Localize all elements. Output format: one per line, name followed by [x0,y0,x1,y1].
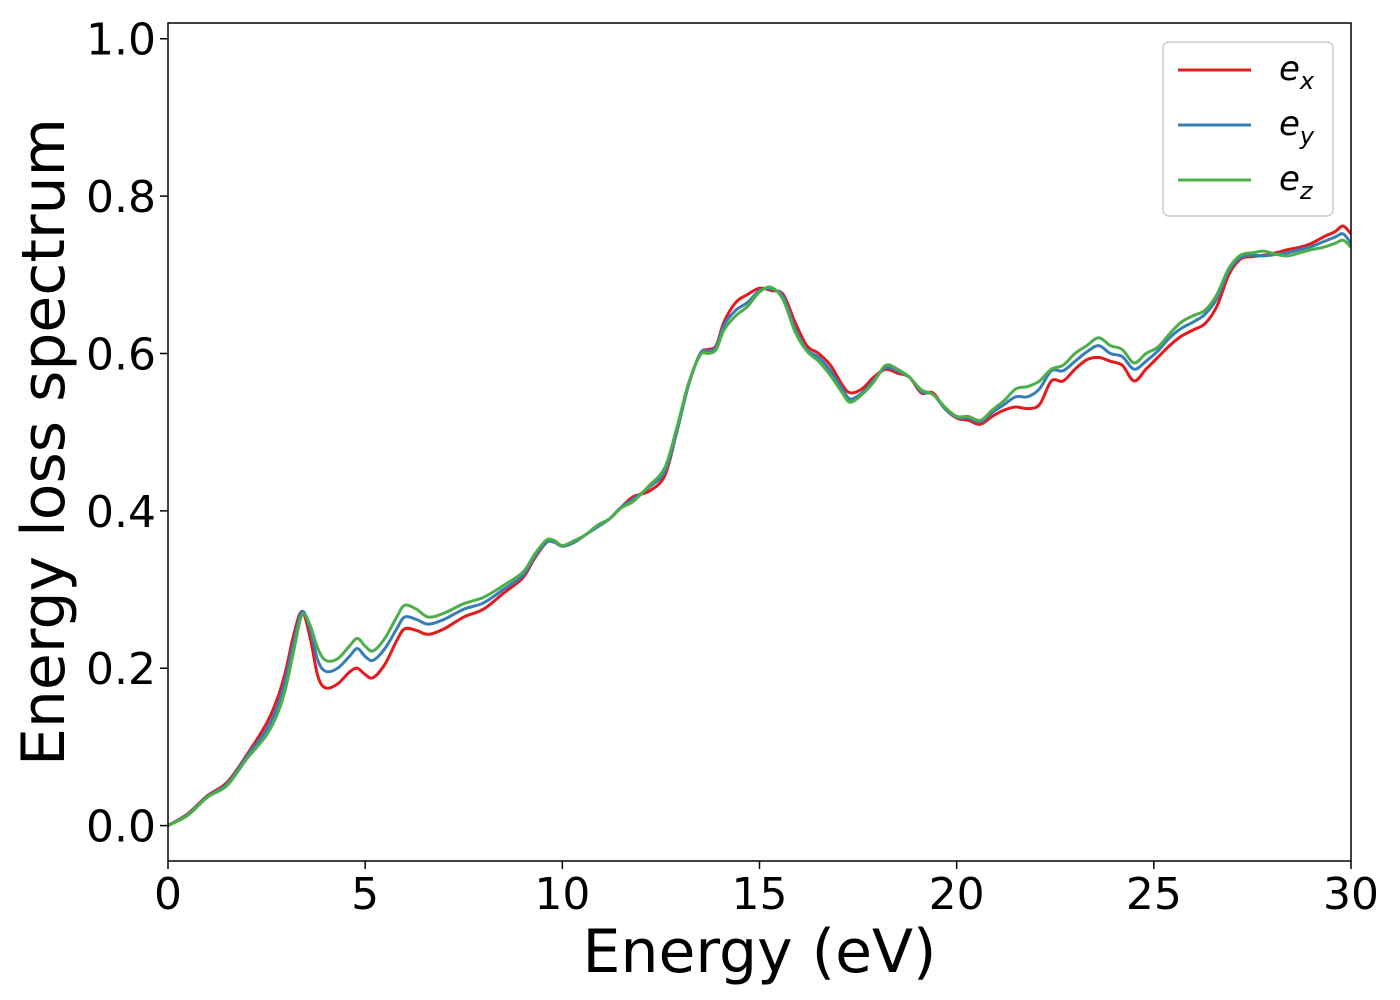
y-tick-label: 0.6 [86,329,156,380]
x-tick-label: 0 [154,869,182,920]
x-tick-label: 15 [732,869,788,920]
legend-label-x: ex [1279,49,1315,95]
series-line-y [168,232,1351,827]
x-axis-title: Energy (eV) [583,917,937,987]
y-tick-label: 0.2 [86,644,156,695]
x-tick-label: 25 [1126,869,1182,920]
legend-label-base: e [1279,104,1300,144]
x-tick-label: 20 [929,869,985,920]
legend-label-base: e [1279,49,1300,89]
series-layer [168,224,1351,827]
y-tick-label: 0.0 [86,802,156,853]
x-axis-ticks: 0 5 10 15 20 25 30 [154,861,1379,920]
series-line-x [168,224,1351,827]
legend-label-subscript: x [1299,67,1315,95]
x-tick-label: 5 [351,869,379,920]
series-line-z [168,238,1351,827]
legend-label-base: e [1279,159,1300,199]
legend-label-subscript: z [1299,177,1314,205]
y-axis-ticks: 0.0 0.2 0.4 0.6 0.8 1.0 [86,15,168,853]
legend-label-subscript: y [1299,122,1315,150]
y-axis-title: Energy loss spectrum [9,118,79,766]
legend-label-z: ez [1279,159,1314,205]
x-tick-label: 10 [534,869,590,920]
y-tick-label: 1.0 [86,15,156,66]
x-tick-label: 30 [1323,869,1379,920]
legend-label-y: ey [1279,104,1315,150]
legend-box [1162,41,1334,217]
y-tick-label: 0.8 [86,172,156,223]
y-tick-label: 0.4 [86,487,156,538]
